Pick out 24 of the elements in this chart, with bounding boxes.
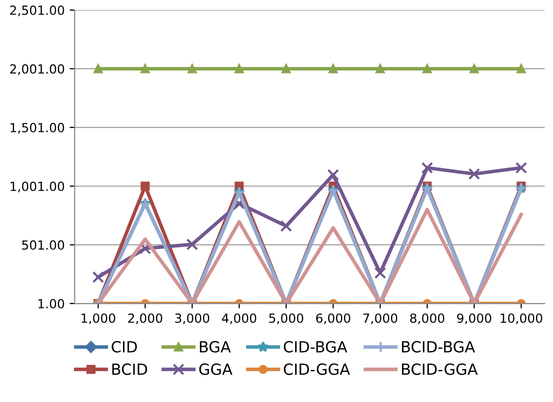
legend-label: CID-BGA	[284, 341, 348, 353]
legend-label: BCID-GGA	[402, 363, 478, 375]
y-tick-label: 2,501.00	[10, 6, 64, 16]
y-tick-label: 1,501.00	[10, 122, 64, 134]
x-tick-label: 8,000	[410, 313, 444, 324]
x-tick-label: 5,000	[269, 313, 304, 324]
x-tick-label: 2,000	[128, 313, 162, 324]
y-tick-label: 501.00	[22, 240, 64, 250]
x-tick-label: 7,000	[363, 313, 398, 324]
x-tick-label: 4,000	[222, 313, 256, 324]
x-tick-label: 3,000	[175, 313, 210, 324]
x-tick-label: 10,000	[500, 313, 542, 324]
legend-label: GGA	[199, 363, 232, 375]
legend-label: BCID	[112, 363, 148, 375]
x-tick-label: 1,000	[82, 313, 116, 324]
legend-label: BCID-BGA	[402, 341, 475, 353]
y-tick-label: 2,001.00	[10, 64, 64, 75]
x-tick-label: 9,000	[457, 313, 492, 324]
legend-label: BGA	[200, 341, 231, 353]
x-tick-label: 6,000	[316, 313, 350, 324]
y-tick-label: 1.00	[38, 298, 64, 308]
y-tick-label: 1,001.00	[10, 182, 64, 192]
legend-label: CID	[112, 341, 137, 353]
legend-label: CID-GGA	[284, 363, 350, 375]
